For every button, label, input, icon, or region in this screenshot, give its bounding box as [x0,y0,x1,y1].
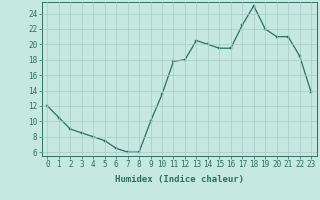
X-axis label: Humidex (Indice chaleur): Humidex (Indice chaleur) [115,175,244,184]
